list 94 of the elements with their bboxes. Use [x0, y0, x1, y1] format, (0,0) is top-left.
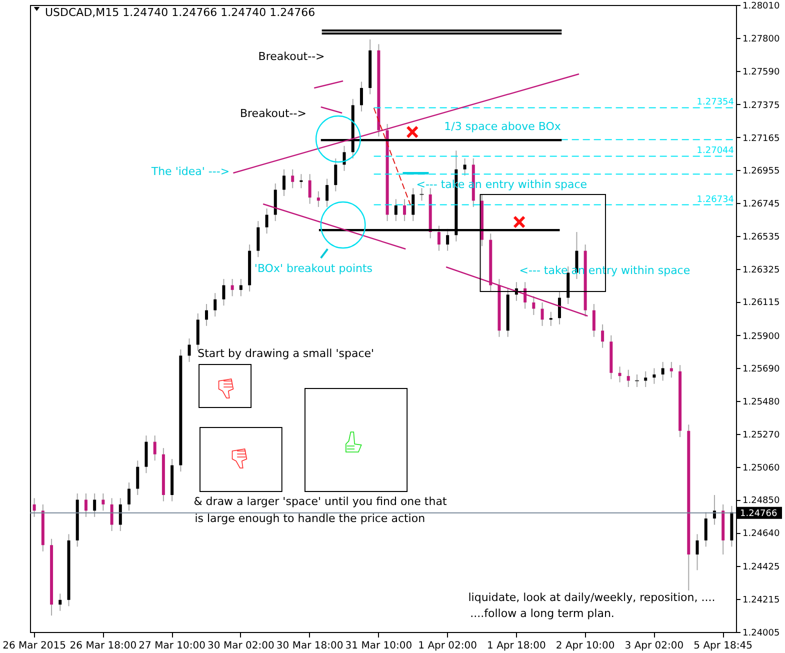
candlestick	[420, 188, 424, 202]
y-tick-label: 1.26745	[742, 200, 780, 210]
candlestick	[326, 178, 329, 208]
candlestick	[463, 158, 466, 176]
chart-title: USDCAD,M15 1.24740 1.24766 1.24740 1.24766	[45, 6, 316, 19]
y-tick-label: 1.24425	[742, 562, 780, 573]
candlestick	[670, 361, 673, 378]
candlestick	[110, 498, 114, 532]
x-tick-label: 31 Mar 10:00	[345, 640, 412, 652]
annotation: 1/3 space above BOx	[444, 120, 562, 133]
y-tick-label: 1.25060	[742, 463, 780, 474]
annotation: Breakout-->	[240, 107, 306, 120]
y-tick-label: 1.27590	[742, 67, 780, 78]
candlestick	[618, 366, 622, 383]
candlestick	[437, 225, 440, 252]
candlestick	[446, 228, 450, 252]
y-tick-label: 1.25480	[742, 398, 780, 408]
candlestick	[334, 158, 338, 192]
y-tick-label: 1.25270	[742, 430, 780, 440]
candlestick	[136, 460, 140, 496]
candlestick	[256, 220, 260, 258]
candlestick	[102, 492, 105, 512]
candlestick	[300, 174, 303, 189]
candlestick	[403, 198, 406, 222]
candlestick	[214, 292, 217, 318]
y-tick-label: 1.26535	[742, 232, 780, 242]
candlestick	[549, 311, 552, 326]
y-tick-label: 1.26325	[742, 265, 780, 276]
candlestick	[644, 370, 648, 388]
candlestick	[532, 296, 536, 316]
candlestick	[222, 278, 226, 306]
y-tick-label: 1.24640	[742, 529, 780, 540]
annotation: liquidate, look at daily/weekly, reposition, ....	[468, 591, 716, 604]
candlestick	[205, 304, 208, 326]
candlestick	[265, 208, 268, 234]
x-tick-label: 26 Mar 2015	[2, 640, 66, 652]
candlestick	[230, 278, 234, 297]
x-tick-label: 3 Apr 02:00	[624, 640, 684, 652]
annotation: Start by drawing a small 'space'	[198, 347, 374, 360]
candlestick	[661, 361, 664, 382]
y-tick-label: 1.28010	[742, 2, 780, 12]
candlestick	[308, 174, 312, 204]
y-tick-label: 1.27375	[742, 100, 780, 111]
candlestick	[634, 374, 639, 388]
candlestick	[282, 168, 286, 196]
candlestick	[626, 369, 630, 388]
y-tick-label: 1.24215	[742, 596, 780, 606]
candlestick	[601, 324, 604, 348]
candlestick	[188, 338, 191, 362]
y-tick-label: 1.25900	[742, 332, 780, 342]
y-tick-label: 1.24850	[742, 496, 780, 506]
x-tick-label: 27 Mar 10:00	[138, 640, 206, 652]
annotation: ....follow a long term plan.	[470, 607, 614, 620]
y-tick-label: 1.27165	[742, 134, 780, 144]
y-tick-label: 1.24005	[742, 628, 780, 638]
candlestick	[558, 290, 561, 325]
x-tick-label: 2 Apr 10:00	[556, 640, 615, 652]
candlestick	[316, 190, 320, 208]
candlestick	[412, 188, 415, 222]
x-tick-label: 1 Apr 18:00	[487, 640, 546, 652]
candlestick	[118, 498, 122, 532]
y-tick-label: 1.25690	[742, 364, 780, 375]
ref-line-label: 1.24766	[740, 508, 778, 519]
candlestick	[58, 593, 62, 612]
ref-line-label: 1.27044	[696, 146, 734, 156]
x-tick-label: 5 Apr 18:45	[694, 640, 753, 652]
annotation: is large enough to handle the price action	[194, 512, 426, 525]
annotation: 'BOx' breakout points	[254, 262, 373, 275]
candlestick	[239, 278, 242, 297]
candlestick	[394, 198, 398, 222]
annotation: The 'idea' --->	[150, 165, 230, 178]
x-tick-label: 26 Mar 18:00	[70, 640, 137, 652]
candlestick	[128, 482, 131, 512]
candlestick	[84, 492, 88, 518]
x-tick-label: 30 Mar 02:00	[208, 640, 274, 652]
annotation: Breakout-->	[258, 50, 325, 63]
candlestick	[696, 534, 699, 571]
candlestick	[93, 492, 96, 518]
ref-line-label: 1.27354	[696, 98, 734, 108]
x-tick-label: 30 Mar 18:00	[276, 640, 344, 652]
candlestick	[540, 302, 544, 326]
y-tick-label: 1.26955	[742, 166, 780, 177]
candlestick	[704, 512, 708, 548]
y-tick-label: 1.26115	[742, 298, 780, 308]
y-tick-label: 1.27800	[742, 34, 780, 44]
annotation: & draw a larger 'space' until you find one that	[194, 495, 448, 508]
ref-line-label: 1.26734	[696, 194, 734, 205]
candlestick	[32, 498, 36, 518]
candlestick	[291, 168, 294, 189]
candlestick	[652, 368, 656, 384]
candlestick	[360, 81, 363, 112]
candlestick	[153, 435, 156, 462]
candlestick	[592, 304, 596, 338]
x-tick-label: 1 Apr 02:00	[418, 640, 477, 652]
